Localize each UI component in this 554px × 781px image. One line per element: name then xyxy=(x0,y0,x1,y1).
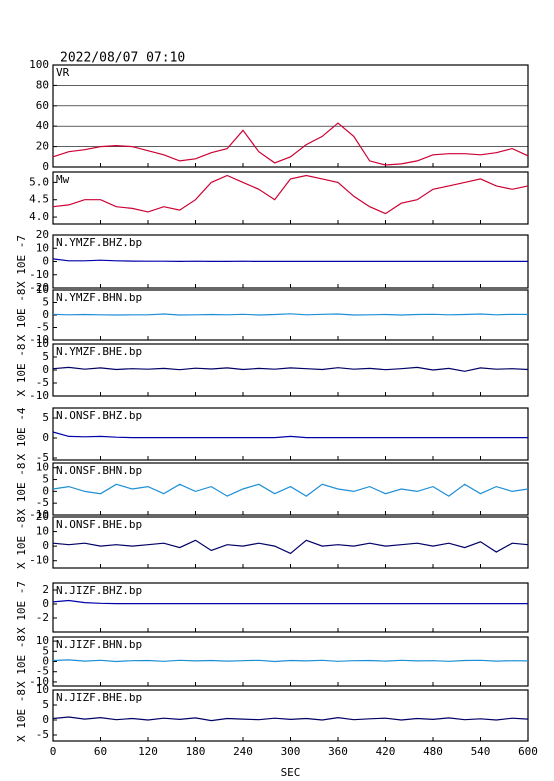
y-axis-label: X 10E -7 xyxy=(15,581,28,634)
y-tick-label: 0 xyxy=(42,160,49,173)
data-line xyxy=(52,659,529,663)
data-line xyxy=(52,122,529,166)
y-axis-label: X 10E -8 xyxy=(15,463,28,516)
y-tick-label: 4.5 xyxy=(29,193,49,206)
y-tick-label: 2 xyxy=(42,583,49,596)
x-tick-label: 300 xyxy=(281,745,301,758)
data-line xyxy=(52,599,528,605)
y-tick-label: 5.0 xyxy=(29,175,49,188)
panel-label: VR xyxy=(56,66,70,79)
x-tick-label: 240 xyxy=(233,745,253,758)
panel-label: N.ONSF.BHZ.bp xyxy=(56,409,142,422)
x-tick-label: 540 xyxy=(471,745,491,758)
x-tick-label: 420 xyxy=(376,745,396,758)
y-tick-label: 20 xyxy=(36,228,49,241)
x-tick-label: 600 xyxy=(518,745,538,758)
y-tick-label: 0 xyxy=(42,484,49,497)
y-tick-label: -10 xyxy=(29,389,49,402)
y-axis-label: X 10E -8 xyxy=(15,344,28,397)
panel-label: Mw xyxy=(56,173,70,186)
y-tick-label: 40 xyxy=(36,119,49,132)
panel-label: N.ONSF.BHN.bp xyxy=(56,464,142,477)
y-axis-label: X 10E -8 xyxy=(15,689,28,742)
y-tick-label: -10 xyxy=(29,268,49,281)
y-tick-label: 80 xyxy=(36,78,49,91)
y-tick-label: -5 xyxy=(36,376,49,389)
x-tick-label: 360 xyxy=(328,745,348,758)
y-tick-label: -20 xyxy=(29,281,49,294)
y-tick-label: 5 xyxy=(42,350,49,363)
panel-label: N.JIZF.BHE.bp xyxy=(56,691,142,704)
panel-label: N.ONSF.BHE.bp xyxy=(56,518,142,531)
y-tick-label: 5 xyxy=(42,644,49,657)
data-line xyxy=(52,313,529,316)
y-tick-label: 10 xyxy=(36,634,49,647)
y-tick-label: 20 xyxy=(36,140,49,153)
y-tick-label: -10 xyxy=(29,554,49,567)
y-tick-label: -10 xyxy=(29,333,49,346)
y-tick-label: -5 xyxy=(36,665,49,678)
y-tick-label: 0 xyxy=(42,655,49,668)
panel-label: N.JIZF.BHZ.bp xyxy=(56,584,142,597)
x-axis-label: SEC xyxy=(281,766,301,779)
data-line xyxy=(52,716,529,722)
x-tick-label: 120 xyxy=(138,745,158,758)
y-tick-label: 0 xyxy=(42,539,49,552)
panel-label: N.JIZF.BHN.bp xyxy=(56,638,142,651)
y-tick-label: 5 xyxy=(42,473,49,486)
data-line xyxy=(52,483,529,497)
y-tick-label: 0 xyxy=(42,308,49,321)
x-tick-label: 480 xyxy=(423,745,443,758)
y-tick-label: 10 xyxy=(36,283,49,296)
data-line xyxy=(52,431,528,439)
chart-title: 2022/08/07 07:10 xyxy=(60,51,185,66)
y-tick-label: 0 xyxy=(42,597,49,610)
x-tick-label: 60 xyxy=(94,745,107,758)
data-line xyxy=(52,174,529,215)
panel-label: N.YMZF.BHE.bp xyxy=(56,345,142,358)
y-axis-label: X 10E -7 xyxy=(15,235,28,288)
y-tick-label: 60 xyxy=(36,99,49,112)
y-tick-label: 0 xyxy=(42,431,49,444)
y-tick-label: -10 xyxy=(29,675,49,688)
y-tick-label: -10 xyxy=(29,508,49,521)
y-axis-label: X 10E -8 xyxy=(15,516,28,569)
x-tick-label: 0 xyxy=(50,745,57,758)
y-axis-label: X 10E -8 xyxy=(15,289,28,342)
panel-label: N.YMZF.BHN.bp xyxy=(56,291,142,304)
y-tick-label: 5 xyxy=(42,411,49,424)
y-tick-label: 4.0 xyxy=(29,210,49,223)
y-tick-label: 0 xyxy=(42,255,49,268)
y-axis-label: X 10E -8 xyxy=(15,635,28,688)
y-tick-label: 10 xyxy=(36,337,49,350)
data-line xyxy=(52,366,529,372)
y-tick-label: 20 xyxy=(36,510,49,523)
y-tick-label: 100 xyxy=(29,58,49,71)
y-tick-label: 5 xyxy=(42,698,49,711)
y-tick-label: 10 xyxy=(36,461,49,474)
y-tick-label: 0 xyxy=(42,713,49,726)
y-tick-label: 10 xyxy=(36,683,49,696)
y-tick-label: 10 xyxy=(36,241,49,254)
y-tick-label: -5 xyxy=(36,496,49,509)
data-line xyxy=(52,539,529,555)
y-tick-label: -5 xyxy=(36,728,49,741)
y-axis-label: X 10E -4 xyxy=(15,407,28,460)
y-tick-label: -5 xyxy=(36,451,49,464)
panel-label: N.YMZF.BHZ.bp xyxy=(56,236,142,249)
y-tick-label: 0 xyxy=(42,363,49,376)
y-tick-label: 10 xyxy=(36,525,49,538)
panel-frame xyxy=(52,64,529,168)
y-tick-label: -5 xyxy=(36,321,49,334)
data-line xyxy=(52,258,528,263)
y-tick-label: -2 xyxy=(36,611,49,624)
x-tick-label: 180 xyxy=(186,745,206,758)
y-tick-label: 5 xyxy=(42,296,49,309)
